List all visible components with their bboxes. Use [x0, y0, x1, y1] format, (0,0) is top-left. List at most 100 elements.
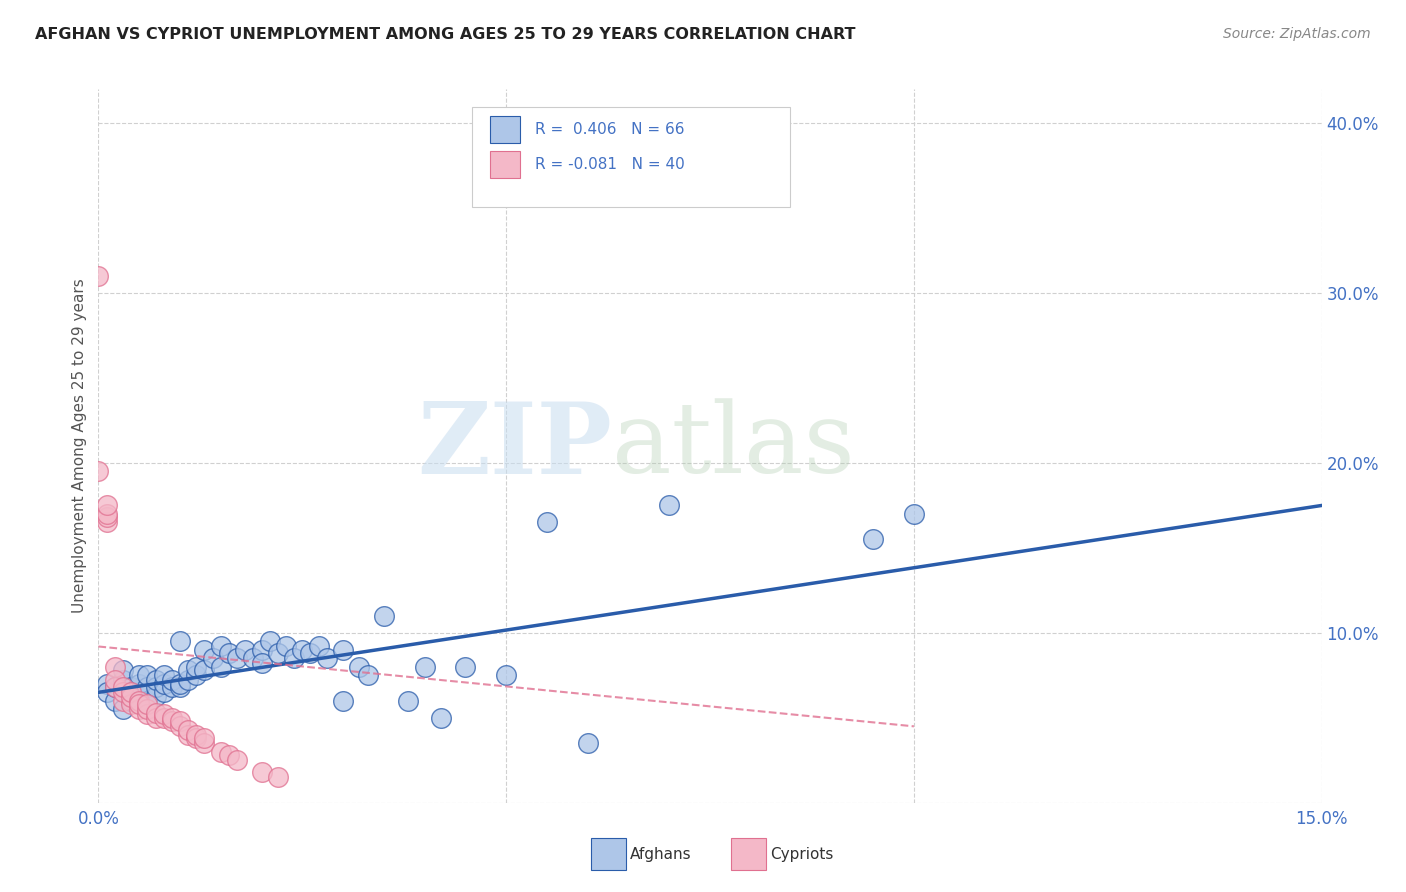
Point — [128, 677, 150, 691]
Point — [136, 694, 159, 708]
Text: Source: ZipAtlas.com: Source: ZipAtlas.com — [1223, 27, 1371, 41]
Point — [128, 698, 150, 712]
Text: Afghans: Afghans — [630, 847, 692, 862]
Point — [267, 770, 290, 784]
Point — [209, 745, 232, 759]
Point — [111, 680, 134, 694]
Point — [169, 634, 191, 648]
Point — [128, 668, 150, 682]
FancyBboxPatch shape — [489, 116, 520, 143]
Point — [120, 685, 142, 699]
Point — [186, 728, 208, 742]
Point — [308, 640, 330, 654]
Point — [576, 736, 599, 750]
Point — [201, 651, 224, 665]
Point — [193, 736, 215, 750]
Text: ZIP: ZIP — [418, 398, 612, 494]
Point — [145, 711, 167, 725]
Point — [136, 668, 159, 682]
Point — [152, 685, 174, 699]
Text: AFGHAN VS CYPRIOT UNEMPLOYMENT AMONG AGES 25 TO 29 YEARS CORRELATION CHART: AFGHAN VS CYPRIOT UNEMPLOYMENT AMONG AGE… — [35, 27, 856, 42]
Point — [250, 765, 273, 780]
Point — [193, 643, 215, 657]
Point — [536, 516, 558, 530]
FancyBboxPatch shape — [489, 152, 520, 178]
Text: R =  0.406   N = 66: R = 0.406 N = 66 — [536, 121, 685, 136]
Point — [145, 689, 167, 703]
Point — [120, 698, 142, 712]
Text: atlas: atlas — [612, 398, 855, 494]
Point — [136, 702, 159, 716]
Point — [160, 673, 183, 688]
Point — [373, 608, 395, 623]
Point — [250, 643, 273, 657]
Point — [96, 677, 118, 691]
Point — [145, 673, 167, 688]
Point — [152, 668, 174, 682]
Point — [177, 663, 200, 677]
Point — [128, 702, 150, 716]
Point — [104, 660, 127, 674]
Point — [332, 643, 354, 657]
Point — [903, 507, 925, 521]
Point — [152, 711, 174, 725]
Point — [169, 677, 191, 691]
Point — [111, 663, 134, 677]
Point — [186, 668, 208, 682]
Point — [136, 707, 159, 722]
Point — [104, 673, 127, 688]
Point — [96, 510, 118, 524]
Point — [111, 702, 134, 716]
Point — [169, 719, 191, 733]
Point — [128, 685, 150, 699]
Point — [218, 646, 240, 660]
Point — [186, 731, 208, 746]
Point — [186, 660, 208, 674]
Point — [454, 660, 477, 674]
Point — [160, 680, 183, 694]
Point — [152, 707, 174, 722]
Point — [111, 673, 134, 688]
Point — [356, 668, 378, 682]
Point — [160, 714, 183, 729]
Point — [104, 694, 127, 708]
Point — [250, 657, 273, 671]
Point — [226, 753, 249, 767]
Y-axis label: Unemployment Among Ages 25 to 29 years: Unemployment Among Ages 25 to 29 years — [72, 278, 87, 614]
Point — [495, 668, 517, 682]
Point — [233, 643, 256, 657]
Point — [259, 634, 281, 648]
Point — [332, 694, 354, 708]
Point — [87, 269, 110, 284]
Point — [96, 685, 118, 699]
Point — [291, 643, 314, 657]
Point — [396, 694, 419, 708]
Point — [160, 711, 183, 725]
Point — [120, 680, 142, 694]
Point — [430, 711, 453, 725]
Point — [120, 685, 142, 699]
Point — [177, 673, 200, 688]
Point — [209, 660, 232, 674]
Point — [193, 663, 215, 677]
FancyBboxPatch shape — [471, 107, 790, 207]
Point — [209, 640, 232, 654]
Point — [193, 731, 215, 746]
Point — [136, 680, 159, 694]
Point — [315, 651, 337, 665]
Point — [274, 640, 297, 654]
Point — [152, 677, 174, 691]
Text: R = -0.081   N = 40: R = -0.081 N = 40 — [536, 157, 685, 172]
Point — [128, 694, 150, 708]
Point — [96, 516, 118, 530]
Point — [218, 748, 240, 763]
Point — [145, 706, 167, 720]
Point — [104, 680, 127, 694]
Point — [111, 685, 134, 699]
Point — [128, 694, 150, 708]
Point — [169, 714, 191, 729]
Point — [87, 465, 110, 479]
Text: Cypriots: Cypriots — [770, 847, 834, 862]
Point — [96, 507, 118, 521]
Point — [226, 651, 249, 665]
